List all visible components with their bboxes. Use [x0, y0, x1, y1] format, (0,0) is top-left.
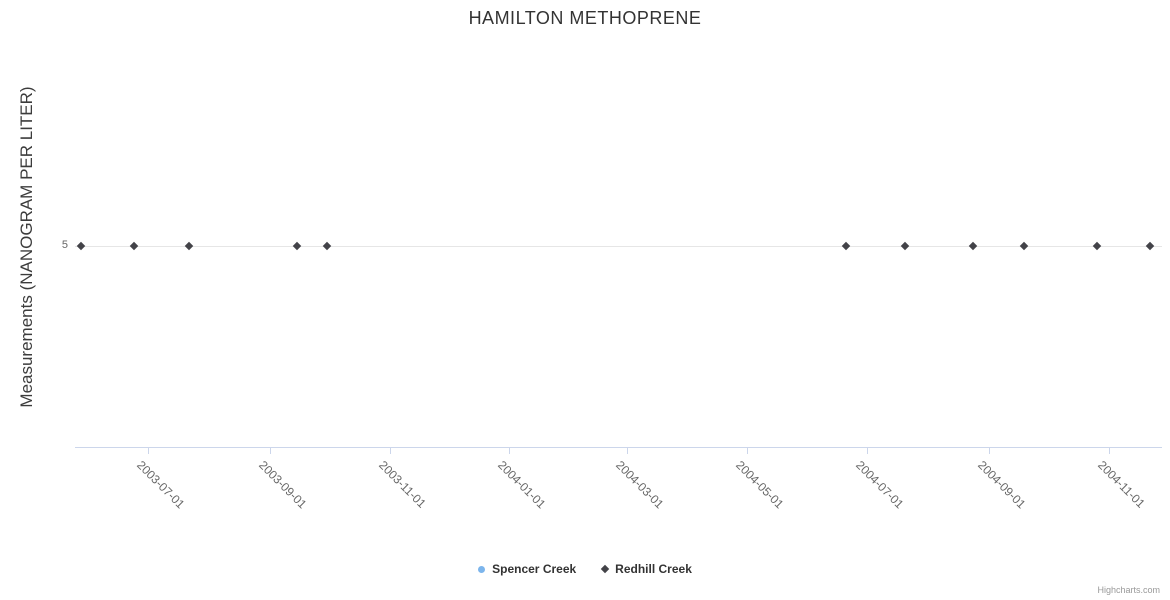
x-tick-mark	[747, 448, 749, 454]
x-tick-label: 2004-11-01	[1095, 458, 1148, 511]
chart-title: HAMILTON METHOPRENE	[468, 8, 702, 28]
data-point[interactable]	[184, 241, 194, 251]
x-tick-mark	[269, 448, 271, 454]
x-tick-label: 2003-07-01	[133, 458, 188, 512]
data-point[interactable]	[1145, 241, 1155, 251]
data-point[interactable]	[322, 241, 331, 251]
x-tick-mark	[509, 448, 511, 454]
x-tick-mark	[989, 448, 991, 454]
x-tick-label: 2003-09-01	[255, 458, 310, 512]
x-tick-mark	[389, 448, 391, 454]
x-tick-mark	[867, 448, 869, 454]
legend-item-redhill-creek[interactable]: Redhill Creek	[600, 562, 692, 576]
data-point[interactable]	[76, 241, 86, 251]
data-point[interactable]	[900, 241, 909, 251]
x-tick-label: 2004-05-01	[733, 458, 787, 512]
x-tick-label: 2004-07-01	[853, 458, 907, 512]
legend-item-spencer-creek[interactable]: Spencer Creek	[478, 562, 576, 576]
data-point[interactable]	[841, 241, 850, 251]
data-point[interactable]	[292, 241, 302, 251]
legend-label: Spencer Creek	[492, 562, 577, 576]
legend: Spencer Creek Redhill Creek	[0, 562, 1170, 576]
legend-label: Redhill Creek	[615, 562, 692, 576]
y-tick-label: 5	[61, 239, 68, 251]
data-point[interactable]	[1092, 241, 1102, 251]
data-point[interactable]	[1020, 241, 1029, 251]
x-tick-mark	[627, 448, 629, 454]
data-point[interactable]	[969, 241, 978, 251]
plot-area	[75, 45, 1162, 448]
x-tick-label: 2004-01-01	[495, 458, 549, 512]
x-tick-label: 2004-09-01	[975, 458, 1029, 512]
data-point[interactable]	[129, 241, 139, 251]
x-tick-label: 2003-11-01	[375, 458, 429, 511]
circle-marker-icon	[478, 565, 486, 573]
y-gridline	[75, 246, 1162, 247]
diamond-marker-icon	[600, 564, 610, 574]
x-tick-mark	[147, 448, 149, 454]
x-tick-mark	[1108, 448, 1110, 454]
x-tick-label: 2004-03-01	[613, 458, 667, 512]
highcharts-credits[interactable]: Highcharts.com	[1097, 585, 1160, 595]
